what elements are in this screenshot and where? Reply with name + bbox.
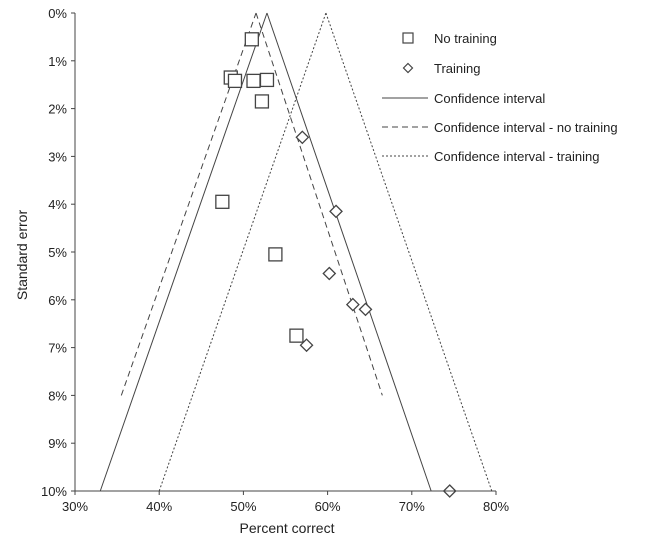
confidence-interval-lines (99, 12, 493, 492)
no-training-point (244, 32, 259, 47)
legend-label: Confidence interval - no training (434, 120, 618, 135)
y-tick-label: 10% (41, 484, 67, 499)
x-tick-label: 30% (62, 499, 88, 514)
legend-label: Training (434, 61, 480, 76)
x-tick-label: 70% (399, 499, 425, 514)
x-tick-label: 50% (230, 499, 256, 514)
training-point (322, 266, 337, 281)
axes (71, 12, 497, 495)
training-point (345, 297, 360, 312)
y-tick-label: 1% (48, 54, 67, 69)
y-tick-label: 3% (48, 149, 67, 164)
legend: No training Training Confidence interval Co… (382, 31, 618, 164)
y-tick-label: 7% (48, 341, 67, 356)
tick-labels: 30% 40% 50% 60% 70% 80% 0% 1% 2% 3% 4% 5% 6% 7% 8% 9% 10… (41, 6, 509, 514)
ci-line-dotted-segment-1 (325, 12, 493, 492)
x-tick-label: 40% (146, 499, 172, 514)
data-points (215, 32, 457, 498)
training-point (358, 302, 373, 317)
no-training-point (268, 247, 283, 262)
legend-label: Confidence interval - training (434, 149, 599, 164)
no-training-point (289, 328, 304, 343)
ci-line-dashed-segment-1 (255, 12, 383, 396)
legend-square-marker (402, 32, 414, 44)
y-tick-label: 5% (48, 245, 67, 260)
no-training-point (215, 194, 230, 209)
y-tick-label: 8% (48, 388, 67, 403)
ci-line-solid-segment-1 (266, 12, 432, 492)
x-tick-label: 60% (315, 499, 341, 514)
no-training-point (227, 73, 243, 89)
y-tick-label: 9% (48, 436, 67, 451)
no-training-point (246, 73, 261, 89)
legend-label: No training (434, 31, 497, 46)
y-tick-label: 4% (48, 197, 67, 212)
ci-line-dashed-segment-0 (120, 12, 257, 396)
legend-label: Confidence interval (434, 91, 545, 106)
no-training-point (259, 72, 275, 88)
training-point (299, 338, 314, 353)
training-point (329, 204, 343, 219)
y-tick-label: 0% (48, 6, 67, 21)
legend-diamond-marker (402, 62, 414, 74)
no-training-point (254, 94, 270, 109)
y-axis-label: Standard error (14, 210, 30, 301)
training-point (295, 130, 310, 145)
x-axis-label: Percent correct (240, 520, 335, 536)
y-tick-label: 6% (48, 293, 67, 308)
y-tick-label: 2% (48, 102, 67, 117)
x-tick-label: 80% (483, 499, 509, 514)
ci-line-dotted-segment-0 (158, 12, 327, 492)
ci-line-solid-segment-0 (99, 12, 268, 492)
